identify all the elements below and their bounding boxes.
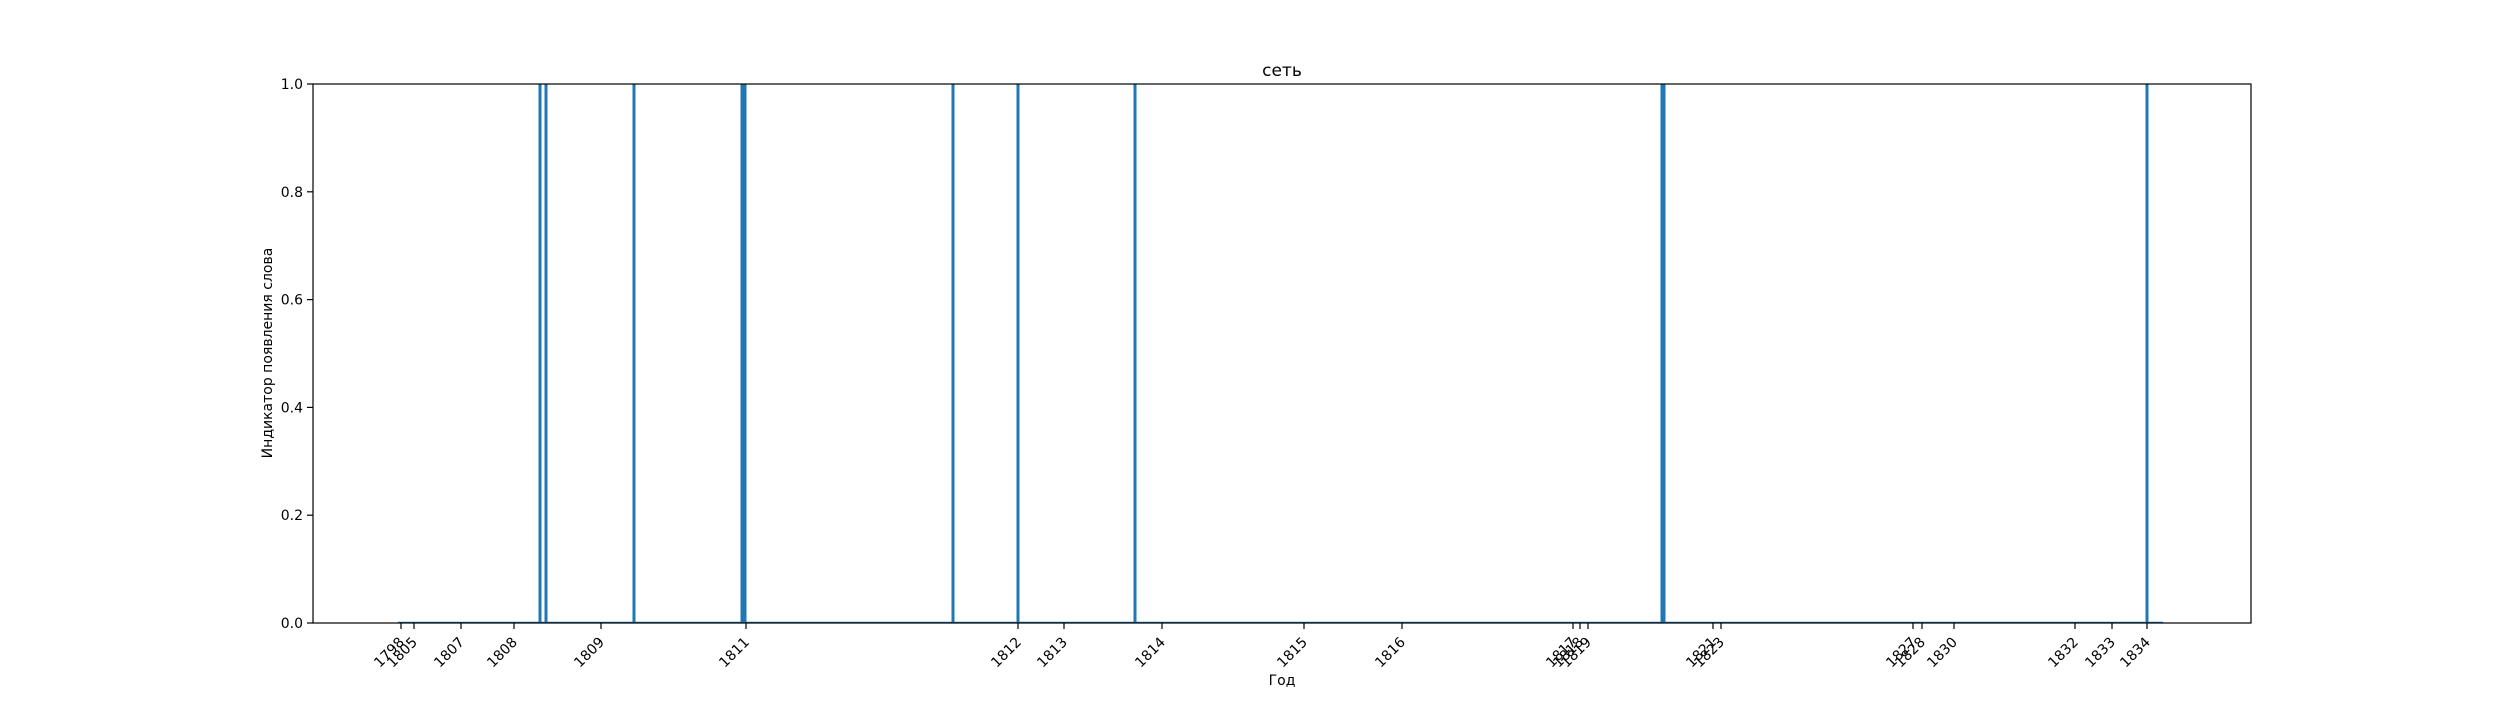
bar	[743, 84, 747, 623]
x-tick-label: 1809	[571, 635, 608, 672]
bar	[1662, 84, 1666, 623]
x-tick-label: 1815	[1274, 635, 1311, 672]
y-tick-label: 0.8	[281, 185, 303, 201]
bar	[2145, 84, 2149, 623]
y-tick-label: 0.2	[281, 508, 303, 524]
x-tick-label: 1830	[1924, 635, 1961, 672]
bar	[1660, 84, 1664, 623]
bar	[632, 84, 636, 623]
plot-background	[313, 84, 2251, 623]
x-axis-label: Год	[1269, 673, 1296, 689]
bar	[538, 84, 542, 623]
x-tick-label: 1807	[431, 635, 468, 672]
x-tick-label: 1834	[2117, 634, 2154, 671]
bar	[544, 84, 548, 623]
x-tick-label: 1816	[1372, 634, 1409, 671]
x-tick-label: 1833	[2082, 635, 2119, 672]
bar	[1133, 84, 1137, 623]
y-tick-label: 0.0	[281, 616, 303, 632]
bar	[1016, 84, 1020, 623]
chart-title: сеть	[1262, 61, 1302, 81]
x-tick-label: 1832	[2045, 635, 2082, 672]
x-tick-label: 1814	[1132, 634, 1169, 671]
y-tick-label: 0.6	[281, 293, 303, 309]
y-axis: 0.0 0.2 0.4 0.6 0.8 1.0	[281, 77, 313, 632]
x-tick-label: 1813	[1034, 635, 1071, 672]
y-tick-label: 1.0	[281, 77, 303, 93]
plot-frame	[312, 83, 2252, 624]
x-tick-label: 1811	[716, 635, 753, 672]
x-tick-label: 1812	[988, 635, 1025, 672]
bar	[740, 84, 744, 623]
y-axis-label: Индикатор появления слова	[260, 248, 276, 459]
y-tick-label: 0.4	[281, 400, 303, 416]
bar	[951, 84, 955, 623]
x-tick-label: 1808	[484, 635, 521, 672]
